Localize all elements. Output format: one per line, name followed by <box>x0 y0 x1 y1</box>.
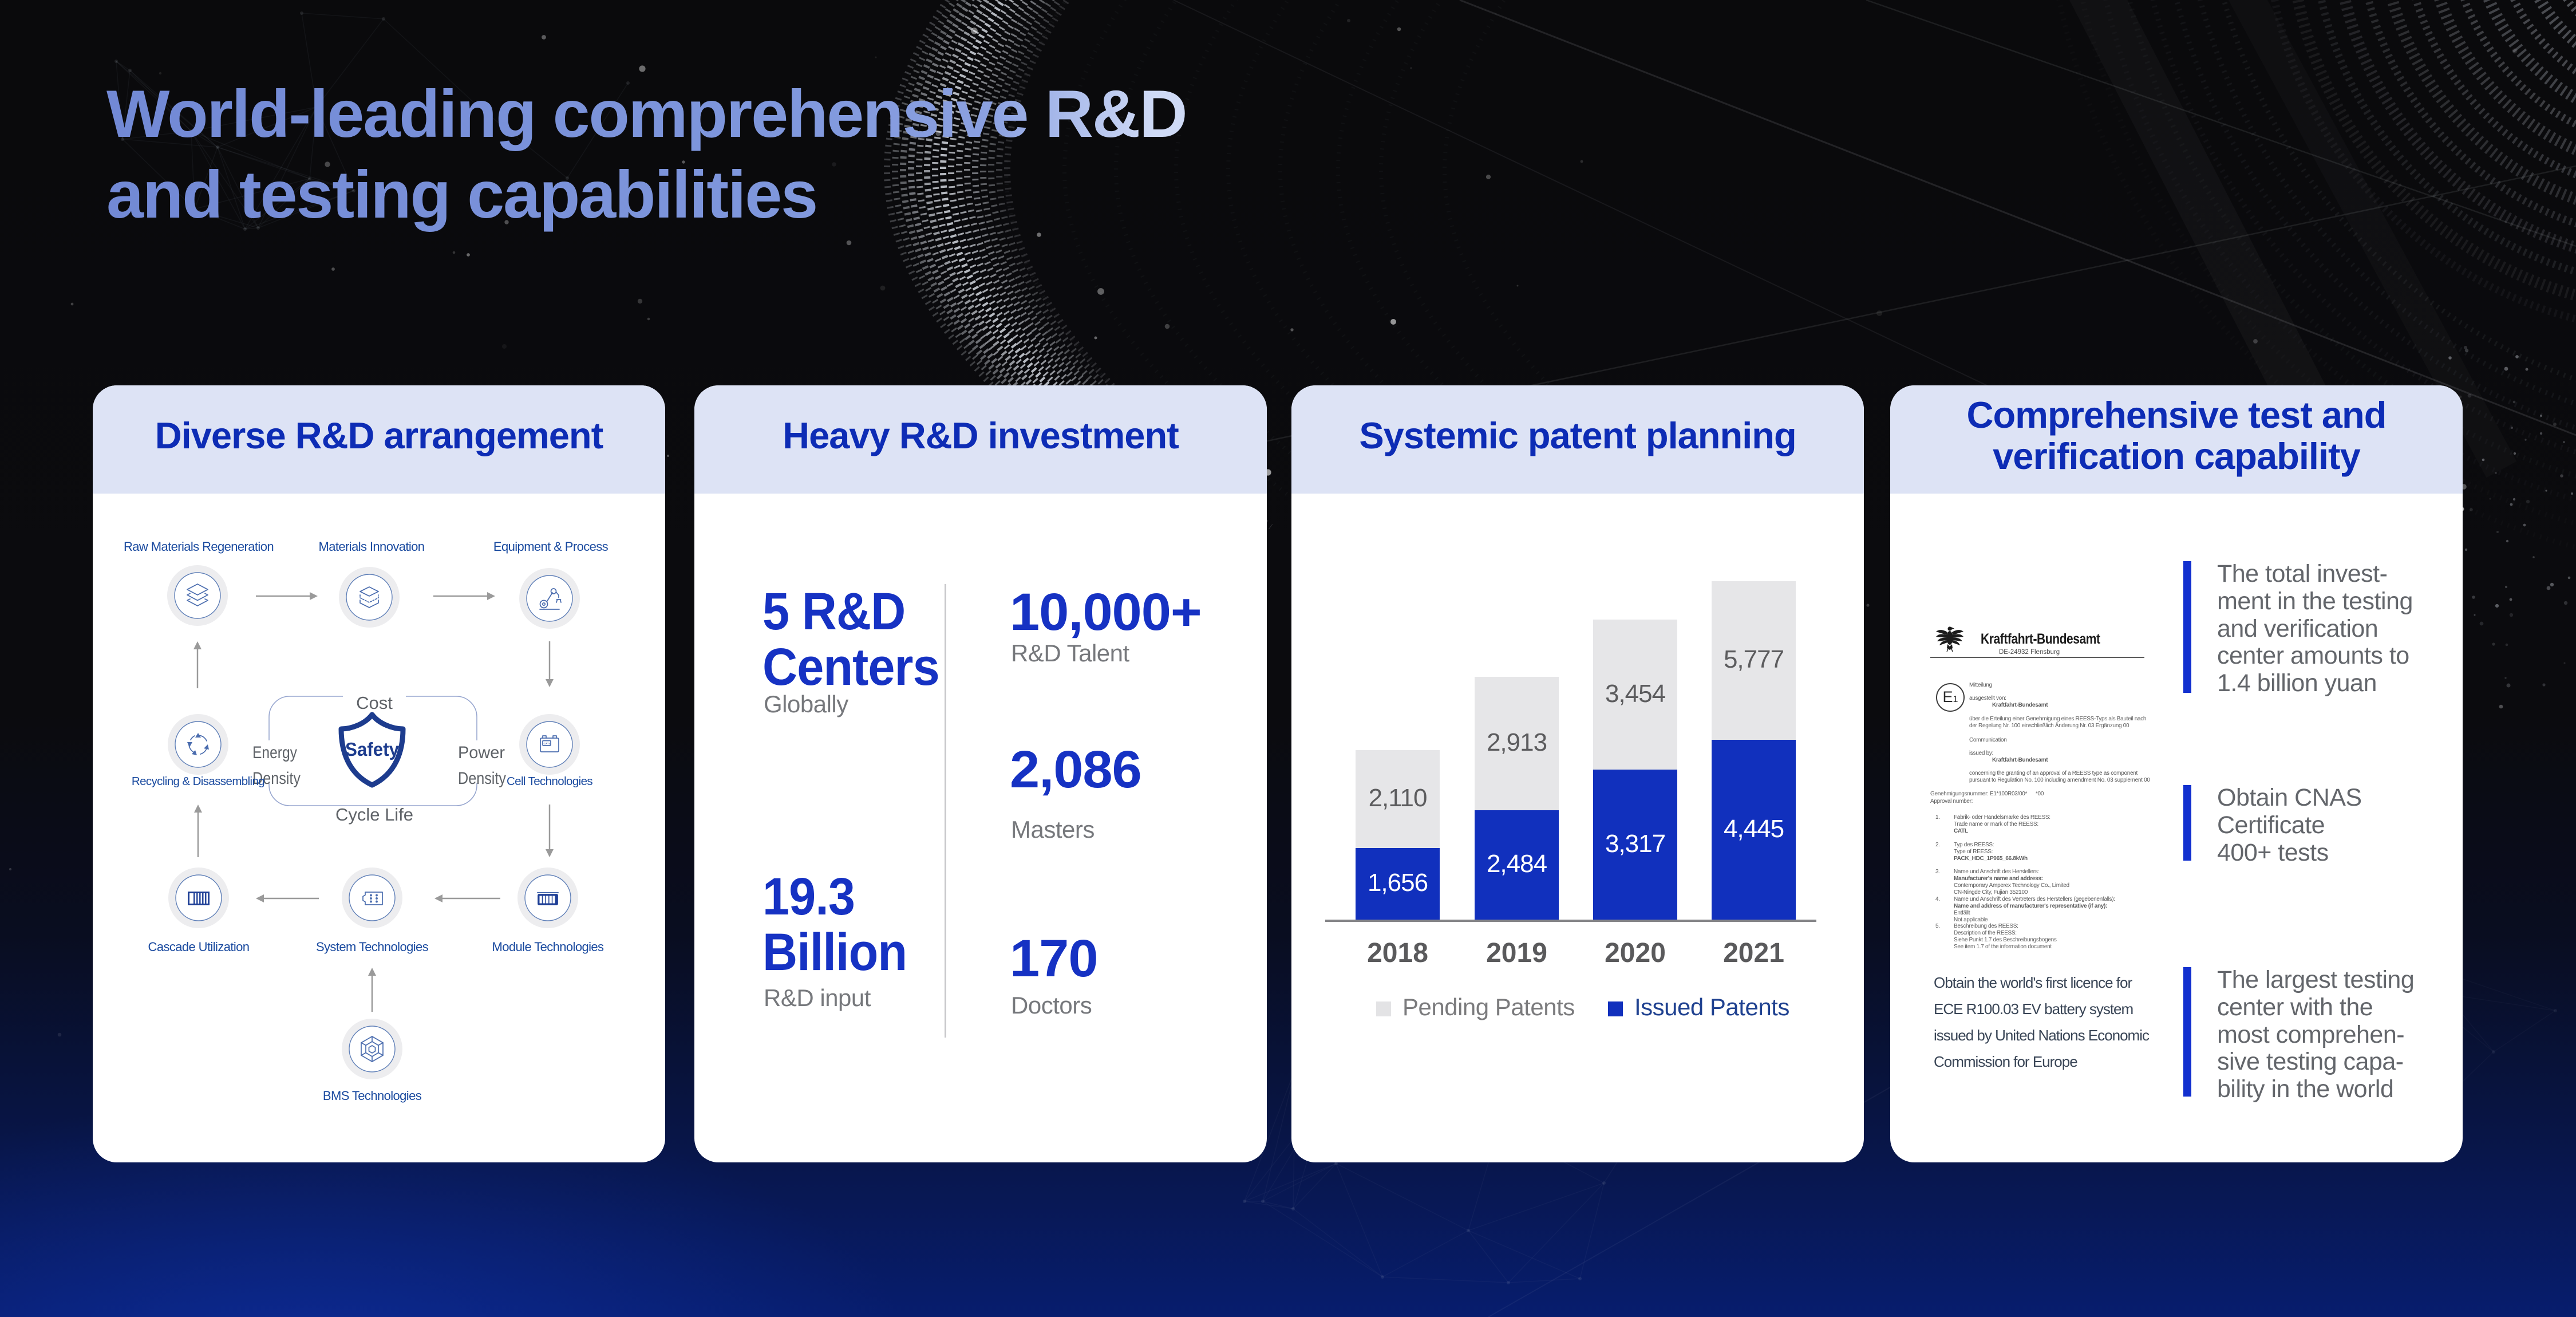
svg-text:CATL: CATL <box>544 742 551 745</box>
svg-text:Recycling & Disassembling: Recycling & Disassembling <box>132 775 264 788</box>
svg-text:Power: Power <box>458 743 505 762</box>
svg-text:Raw Materials Regeneration: Raw Materials Regeneration <box>124 539 274 554</box>
svg-text:Density: Density <box>252 769 301 788</box>
svg-text:Cell Technologies: Cell Technologies <box>507 775 592 788</box>
svg-text:Density: Density <box>458 769 506 788</box>
svg-text:Materials Innovation: Materials Innovation <box>319 539 425 554</box>
svg-text:Cycle Life: Cycle Life <box>335 805 413 825</box>
svg-text:Module Technologies: Module Technologies <box>492 940 604 954</box>
svg-text:Energy: Energy <box>252 743 297 762</box>
svg-text:Cost: Cost <box>356 693 393 713</box>
svg-text:Equipment & Process: Equipment & Process <box>493 539 609 554</box>
svg-text:Cascade Utilization: Cascade Utilization <box>148 940 250 954</box>
svg-text:BMS Technologies: BMS Technologies <box>323 1089 422 1103</box>
svg-text:Safety: Safety <box>345 739 400 760</box>
svg-text:System Technologies: System Technologies <box>316 940 429 954</box>
